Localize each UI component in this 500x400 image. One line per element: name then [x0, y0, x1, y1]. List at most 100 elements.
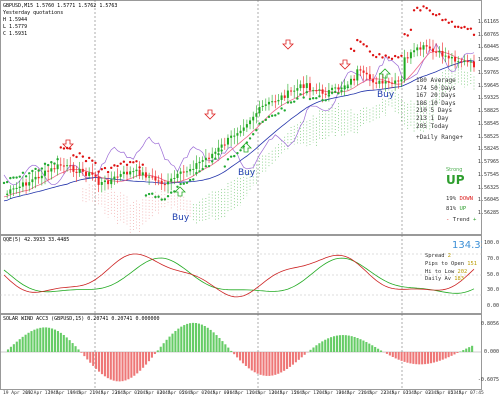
histogram-bar [159, 346, 162, 352]
range-row: 167 20 Days [416, 92, 456, 100]
psar-dot [69, 147, 72, 150]
histogram-bar [429, 352, 433, 364]
candle-body [438, 50, 441, 53]
histogram-bar [441, 352, 444, 360]
candle-body [346, 84, 349, 86]
candle-body [353, 78, 356, 81]
time-axis-label: 20 Apr 07:45 [182, 391, 216, 396]
histogram-bar [347, 335, 350, 352]
histogram-bar [95, 352, 98, 369]
time-axis-label: 20 Apr 11:45 [226, 391, 260, 396]
axis-tick-label: 70.0 [486, 255, 499, 262]
range-row: 205 Today [416, 122, 449, 130]
price-axis[interactable]: 1.61165 1.60765 1.60445 1.60045 1.59765 1.596… [478, 0, 500, 235]
candle-body [252, 116, 255, 121]
psar-dot [229, 155, 233, 158]
candle-body [312, 90, 315, 92]
candle-body [255, 113, 258, 117]
candle-body [416, 47, 419, 51]
candle-body [334, 87, 337, 89]
histogram-bar [121, 352, 124, 382]
psar-dot [53, 162, 56, 165]
psar-dot [5, 180, 9, 184]
psar-dot [406, 34, 409, 37]
time-axis-label: 19 Apr 2012 [3, 391, 34, 396]
candle-body [236, 133, 239, 136]
candle-body [324, 93, 327, 95]
psar-dot [438, 12, 441, 16]
histogram-bar [130, 352, 133, 378]
histogram-bar [136, 352, 139, 374]
psar-dot [334, 90, 337, 94]
histogram-bar [403, 352, 406, 362]
histogram-bar [233, 352, 236, 355]
solar-wind-canvas[interactable] [0, 314, 482, 390]
axis-tick-label: 30.0 [486, 287, 499, 294]
histogram-bar [397, 352, 400, 360]
solar-wind-axis[interactable]: 0.8056 0.000 -0.6075 [478, 314, 500, 390]
quote-title: Yesterday quotations [3, 10, 64, 16]
histogram-bar [150, 352, 153, 358]
time-axis[interactable]: 19 Apr 2012 19 Apr 17:45 19 Apr 19:45 19 Ap… [0, 390, 484, 400]
candle-body [435, 51, 438, 53]
candle-body [302, 84, 305, 89]
axis-tick-label: 0.000 [483, 349, 499, 355]
histogram-bar [74, 346, 77, 352]
qqe-axis[interactable]: 100.0 70.0 50.0 30.0 0.00 [482, 235, 500, 314]
candle-body [167, 181, 170, 185]
histogram-bar [385, 352, 388, 354]
qqe-canvas[interactable] [0, 235, 482, 314]
candle-body [441, 50, 444, 57]
histogram-bar [133, 352, 136, 376]
candle-body [173, 177, 176, 179]
histogram-bar [277, 352, 280, 374]
histogram-bar [274, 352, 277, 375]
histogram-bar [335, 335, 339, 352]
histogram-bar [256, 352, 259, 374]
psar-dot [261, 120, 264, 124]
psar-dot [381, 56, 384, 59]
time-axis-label: 19 Apr 21:45 [70, 391, 104, 396]
histogram-bar [194, 323, 198, 352]
histogram-bar [89, 352, 92, 363]
histogram-bar [147, 352, 151, 362]
histogram-bar [262, 352, 265, 376]
psar-dot [163, 198, 167, 201]
psar-dot [119, 162, 122, 165]
histogram-bar [59, 332, 62, 352]
candle-body [473, 61, 475, 68]
candle-body [261, 105, 264, 108]
histogram-bar [203, 325, 206, 352]
histogram-bar [77, 349, 80, 352]
price-chart-canvas[interactable] [0, 0, 482, 235]
candle-body [59, 164, 62, 166]
histogram-bar [33, 329, 36, 352]
psar-dot [214, 157, 217, 160]
quote-high: H 1.5944 [3, 17, 28, 23]
histogram-bar [253, 352, 256, 373]
candle-body [290, 90, 293, 92]
psar-dot [176, 185, 179, 189]
histogram-bar [215, 335, 218, 352]
candle-body [119, 174, 122, 177]
candle-body [340, 87, 343, 90]
qqe-pane[interactable] [0, 235, 482, 314]
histogram-bar [338, 335, 341, 352]
psar-dot [311, 97, 315, 100]
psar-dot [132, 161, 135, 164]
buy-arrow-icon [174, 186, 186, 197]
psar-dot [220, 149, 223, 152]
histogram-bar [71, 343, 74, 352]
histogram-bar [80, 352, 83, 353]
histogram-bar [344, 335, 347, 352]
candle-body [365, 72, 368, 75]
psar-dot [359, 40, 362, 43]
psar-dot [116, 164, 119, 168]
candle-body [387, 81, 390, 83]
psar-dot [365, 45, 368, 48]
histogram-bar [268, 352, 271, 376]
candle-body [6, 193, 9, 195]
candle-body [315, 90, 318, 92]
candle-body [72, 165, 75, 172]
histogram-bar [180, 326, 183, 352]
